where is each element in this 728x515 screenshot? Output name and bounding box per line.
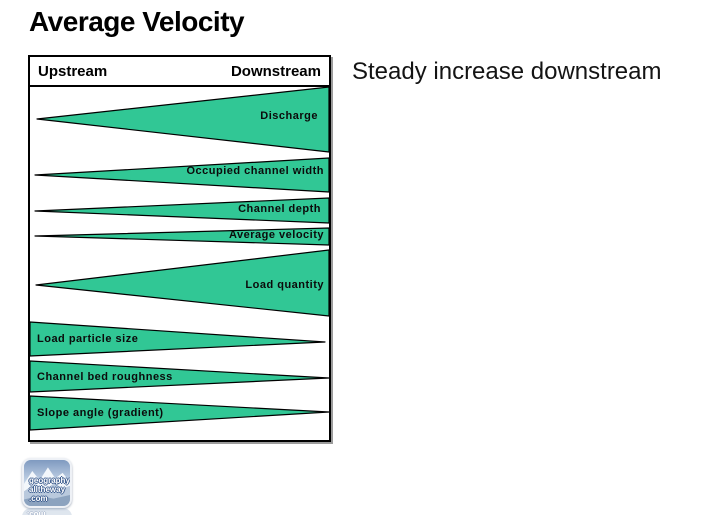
bradshaw-model-diagram: Upstream Downstream Discharge Occupied ch… — [28, 55, 331, 442]
wedge-load-particle-size — [30, 321, 326, 357]
wedge-label-slope-angle-gradient: Slope angle (gradient) — [37, 407, 164, 419]
annotation-steady-increase: Steady increase downstream — [352, 58, 662, 85]
geographyalltheway-logo: geography alltheway .com — [22, 458, 72, 508]
page-title: Average Velocity — [29, 6, 245, 37]
logo-reflection-image: .com — [22, 508, 72, 515]
logo-line-3: .com — [29, 494, 48, 503]
logo-reflection: .com — [22, 508, 72, 515]
wedge-channel-bed-roughness — [30, 360, 329, 393]
mountain-photo — [24, 460, 70, 506]
wedge-label-load-particle-size: Load particle size — [37, 333, 138, 345]
wedge-canvas: Discharge Occupied channel width Channel d… — [30, 87, 329, 431]
wedge-occupied-channel-width — [34, 157, 329, 193]
wedge-label-channel-bed-roughness: Channel bed roughness — [37, 371, 173, 383]
wedge-slope-angle-gradient — [30, 395, 329, 431]
wedge-load-quantity — [35, 249, 329, 317]
wedge-label-occupied-channel-width: Occupied channel width — [186, 165, 324, 177]
logo-line-2: alltheway — [29, 485, 66, 494]
wedge-label-channel-depth: Channel depth — [238, 203, 321, 215]
wedge-label-average-velocity: Average velocity — [229, 229, 324, 241]
downstream-label: Downstream — [230, 62, 321, 80]
upstream-label: Upstream — [38, 62, 108, 80]
logo-line-1: geography — [29, 476, 70, 485]
wedge-channel-depth — [34, 197, 329, 224]
wedge-label-load-quantity: Load quantity — [245, 279, 324, 291]
wedge-discharge — [36, 87, 329, 153]
logo-reflection-text: .com — [27, 510, 46, 515]
wedge-label-discharge: Discharge — [260, 110, 318, 122]
wedge-average-velocity — [34, 227, 329, 246]
logo-text: geography alltheway .com — [29, 476, 70, 503]
diagram-header: Upstream Downstream — [30, 57, 329, 87]
